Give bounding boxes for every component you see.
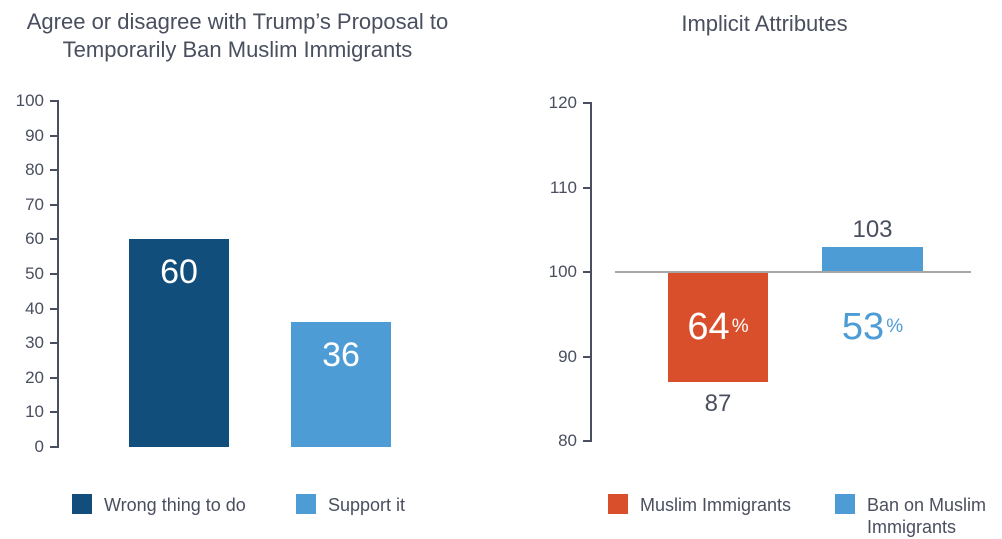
y-axis-tick-label: 110: [549, 177, 577, 197]
y-axis-tick: [50, 411, 57, 414]
legend-swatch: [608, 494, 628, 514]
y-axis-tick-label: 120: [548, 93, 577, 112]
y-axis-tick-label: 70: [25, 194, 44, 214]
y-axis-tick: [50, 100, 57, 102]
bar-support-it: 36: [291, 322, 391, 447]
y-axis-tick-label: 30: [25, 333, 44, 353]
bar-value-label: 87: [704, 389, 732, 417]
baseline-100: [615, 271, 971, 273]
chart-title: Agree or disagree with Trump’s Proposal …: [0, 8, 475, 64]
bar-percent-label: 64%: [668, 300, 768, 354]
y-axis-tick: [50, 446, 57, 448]
implicit-attributes-chart-panel: Implicit Attributes 80 90 100 110 120 87 64% 10…: [527, 0, 1002, 539]
explicit-poll-chart-panel: Agree or disagree with Trump’s Proposal …: [0, 0, 475, 539]
legend-label: Support it: [328, 495, 406, 515]
y-axis-tick: [583, 102, 590, 104]
legend-swatch: [72, 494, 92, 514]
bar-value-label: 60: [160, 253, 198, 292]
y-axis-tick-label: 80: [25, 160, 44, 180]
percent-sign: %: [886, 315, 904, 337]
y-axis-tick-label: 0: [34, 437, 44, 456]
chart-title-line: Agree or disagree with Trump’s Proposal …: [26, 9, 449, 34]
y-axis-tick-label: 90: [25, 125, 44, 145]
bar-value-label: 103: [852, 215, 893, 243]
percent-value: 64: [687, 305, 730, 348]
legend-item-ban-on-muslim-immigrants: Ban on Muslim Immigrants: [835, 494, 997, 538]
y-axis-tick-label: 40: [25, 298, 44, 318]
bar-percent-label: 53%: [822, 300, 923, 354]
y-axis-tick: [50, 134, 57, 137]
y-axis-tick-label: 50: [25, 264, 44, 283]
bar-ban-on-muslim-immigrants: [822, 246, 923, 272]
y-axis-tick: [50, 307, 57, 310]
bar-wrong-thing-to-do: 60: [129, 239, 229, 447]
legend-label: Muslim Immigrants: [640, 495, 792, 515]
y-axis-tick: [583, 440, 590, 442]
y-axis-tick-label: 100: [15, 91, 44, 110]
y-axis-tick-label: 100: [548, 262, 577, 281]
bar-muslim-immigrants: [668, 272, 768, 382]
bar-value-label: 36: [322, 336, 360, 375]
y-axis-tick: [50, 203, 57, 206]
legend-swatch: [835, 494, 855, 514]
y-axis-tick-label: 10: [25, 402, 44, 422]
y-axis-tick: [583, 355, 590, 358]
y-axis-tick: [50, 273, 57, 275]
legend-swatch: [296, 494, 316, 514]
legend-item-muslim-immigrants: Muslim Immigrants: [608, 494, 791, 516]
y-axis-tick: [50, 238, 57, 241]
y-axis-tick-label: 60: [25, 229, 44, 249]
y-axis-tick: [50, 169, 57, 172]
chart-title-line: Temporarily Ban Muslim Immigrants: [62, 37, 413, 62]
legend-item-support-it: Support it: [296, 494, 405, 516]
percent-value: 53: [841, 305, 885, 348]
y-axis-tick-label: 90: [558, 346, 577, 366]
legend-item-wrong-thing-to-do: Wrong thing to do: [72, 494, 246, 516]
y-axis-line: [590, 102, 592, 442]
y-axis-tick: [583, 186, 590, 189]
y-axis-tick-label: 80: [558, 431, 577, 450]
legend-label: Wrong thing to do: [104, 495, 246, 515]
y-axis-tick: [50, 342, 57, 345]
y-axis-tick: [583, 271, 590, 273]
chart-title: Implicit Attributes: [681, 11, 848, 36]
percent-sign: %: [731, 315, 749, 337]
legend-label: Ban on Muslim Immigrants: [867, 495, 987, 537]
y-axis-tick: [50, 376, 57, 379]
y-axis-line: [57, 100, 59, 448]
y-axis-tick-label: 20: [25, 367, 44, 387]
